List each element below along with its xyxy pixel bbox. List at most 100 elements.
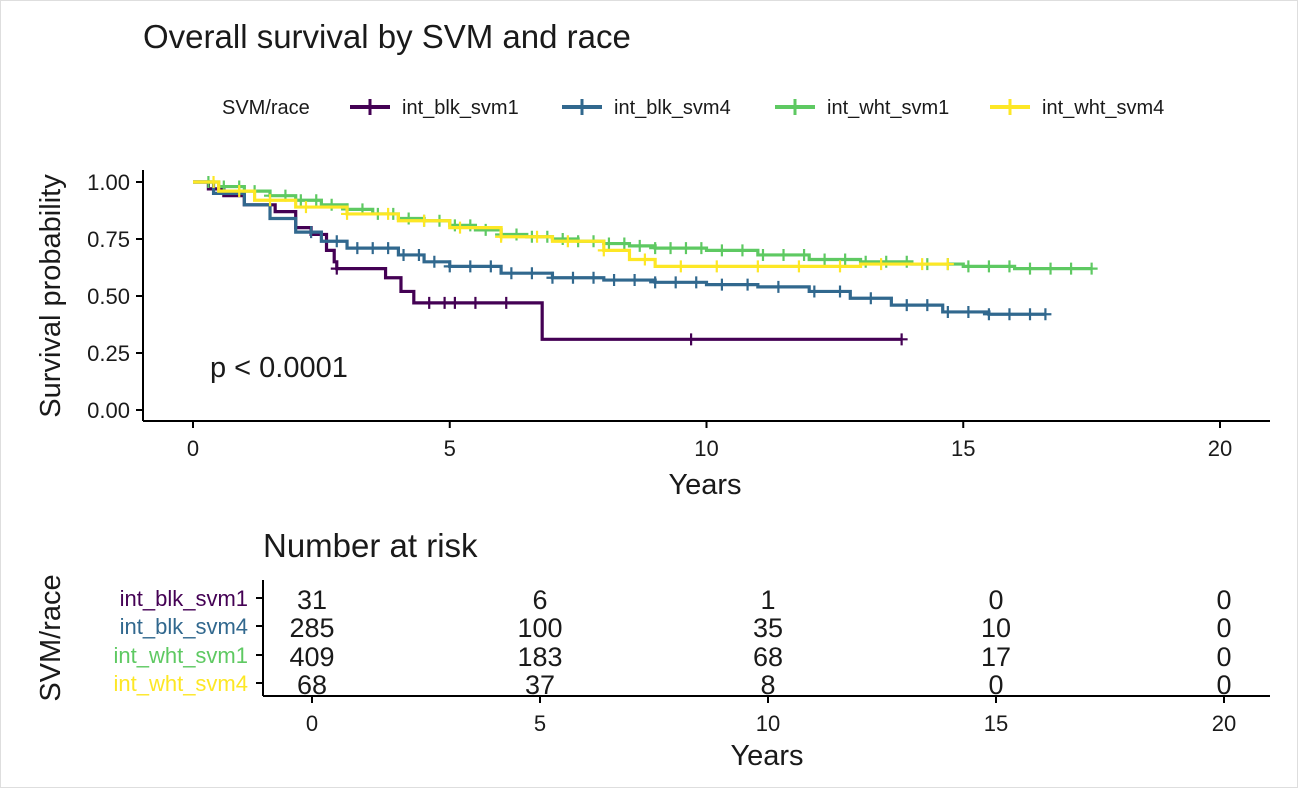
censor-mark: [448, 296, 461, 309]
censor-mark: [264, 194, 277, 207]
risk-cell: 0: [1216, 642, 1231, 672]
legend-label: int_wht_svm4: [1042, 97, 1164, 119]
censor-mark: [428, 255, 441, 268]
series-int_blk_svm1: [193, 180, 908, 346]
km-y-tick-label: 1.00: [87, 170, 130, 195]
risk-cell: 68: [753, 642, 783, 672]
censor-mark: [756, 248, 769, 261]
risk-row-label: int_blk_svm1: [120, 586, 248, 611]
censor-mark: [366, 242, 379, 255]
risk-cell: 0: [988, 585, 1003, 615]
censor-mark: [325, 198, 338, 211]
km-y-tick-label: 0.50: [87, 284, 130, 309]
legend-title: SVM/race: [222, 97, 310, 119]
censor-mark: [1024, 262, 1037, 275]
risk-cell: 8: [760, 670, 775, 700]
censor-mark: [941, 258, 954, 271]
censor-mark: [1003, 308, 1016, 321]
censor-mark: [597, 244, 610, 257]
plot-title: Overall survival by SVM and race: [143, 18, 631, 55]
risk-cell: 0: [1216, 613, 1231, 643]
risk-x-tick-label: 5: [534, 711, 546, 736]
risk-cell: 37: [525, 670, 555, 700]
censor-mark: [382, 242, 395, 255]
risk-x-tick-label: 20: [1212, 711, 1236, 736]
km-y-axis-label: Survival probability: [35, 174, 67, 418]
risk-cell: 100: [517, 613, 562, 643]
censor-mark: [1085, 262, 1098, 275]
survival-curve: [193, 180, 948, 268]
censor-mark: [469, 296, 482, 309]
km-x-tick-label: 20: [1208, 436, 1232, 461]
censor-mark: [916, 258, 929, 271]
censor-mark: [525, 267, 538, 280]
censor-mark: [484, 260, 497, 273]
censor-mark: [741, 278, 754, 291]
censor-mark: [633, 239, 646, 252]
risk-row-label: int_wht_svm4: [113, 671, 248, 696]
censor-mark: [839, 253, 852, 266]
censor-mark: [710, 260, 723, 273]
censor-mark: [330, 235, 343, 248]
censor-mark: [674, 260, 687, 273]
censor-mark: [962, 260, 975, 273]
censor-mark: [608, 274, 621, 287]
legend-label: int_blk_svm1: [402, 97, 519, 119]
km-x-tick-label: 0: [187, 436, 199, 461]
risk-cell: 0: [1216, 670, 1231, 700]
censor-mark: [628, 274, 641, 287]
censor-mark: [685, 333, 698, 346]
risk-cell: 17: [981, 642, 1011, 672]
km-plot-area: 0 5 10 15 20 0.00 0.25 0.50 0.75 1.00: [87, 170, 1270, 461]
series-int_wht_svm4: [193, 176, 954, 273]
risk-cell: 285: [289, 613, 334, 643]
censor-mark: [402, 212, 415, 225]
censor-mark: [510, 228, 523, 241]
censor-mark: [412, 248, 425, 261]
km-y-tick-label: 0.25: [87, 341, 130, 366]
censor-mark: [561, 235, 574, 248]
censor-mark: [1044, 262, 1057, 275]
risk-x-axis-label: Years: [730, 740, 803, 772]
censor-mark: [798, 248, 811, 261]
risk-cell: 35: [753, 613, 783, 643]
risk-row-label: int_wht_svm1: [113, 643, 248, 668]
censor-mark: [1003, 260, 1016, 273]
km-x-axis-label: Years: [668, 469, 741, 501]
risk-cell: 1: [760, 585, 775, 615]
censor-mark: [880, 255, 893, 268]
censor-mark: [330, 262, 343, 275]
censor-mark: [695, 242, 708, 255]
risk-row-label: int_blk_svm4: [120, 614, 248, 639]
censor-mark: [772, 280, 785, 293]
censor-mark: [438, 296, 451, 309]
legend-label: int_blk_svm4: [614, 97, 731, 119]
censor-mark: [808, 285, 821, 298]
risk-cell: 409: [289, 642, 334, 672]
censor-mark: [664, 242, 677, 255]
km-y-tick-label: 0.75: [87, 227, 130, 252]
km-x-tick-label: 10: [694, 436, 718, 461]
censor-mark: [310, 194, 323, 207]
censor-mark: [546, 271, 559, 284]
censor-mark: [900, 299, 913, 312]
censor-mark: [715, 278, 728, 291]
risk-cell: 183: [517, 642, 562, 672]
censor-mark: [454, 221, 467, 234]
survival-curve: [193, 180, 902, 341]
censor-mark: [305, 226, 318, 239]
risk-cell: 31: [297, 585, 327, 615]
censor-mark: [834, 285, 847, 298]
km-x-tick-label: 15: [951, 436, 975, 461]
censor-mark: [864, 292, 877, 305]
survival-curve: [193, 180, 1092, 271]
censor-mark: [233, 185, 246, 198]
risk-x-tick-label: 15: [984, 711, 1008, 736]
censor-mark: [982, 260, 995, 273]
censor-mark: [921, 299, 934, 312]
risk-cell: 6: [532, 585, 547, 615]
censor-mark: [351, 242, 364, 255]
